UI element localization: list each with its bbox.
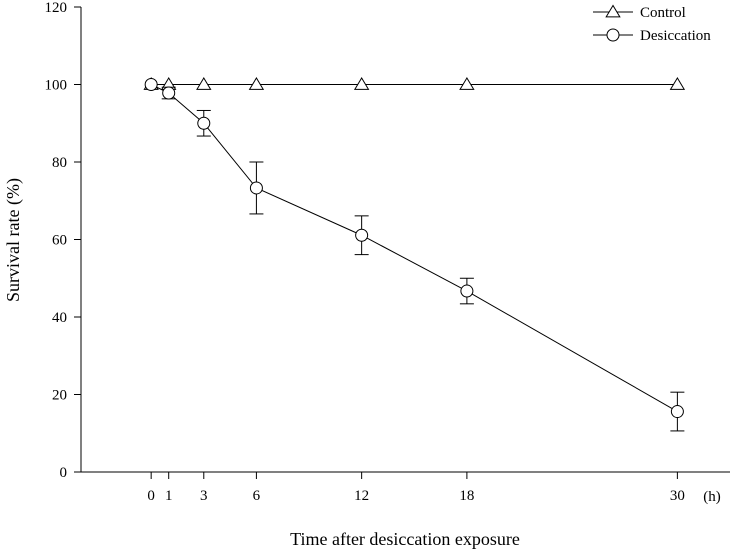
data-point xyxy=(162,86,176,100)
y-tick-label: 0 xyxy=(60,465,68,481)
x-tick-label: 0 xyxy=(147,488,155,504)
y-tick-label: 80 xyxy=(52,155,67,171)
data-point xyxy=(355,228,369,242)
data-point xyxy=(144,78,158,91)
series-line xyxy=(150,84,678,412)
y-tick-label: 120 xyxy=(45,0,68,16)
data-point xyxy=(460,284,474,298)
x-tick-label: 3 xyxy=(200,488,208,504)
y-tick-label: 100 xyxy=(45,78,68,94)
data-point xyxy=(248,77,265,90)
y-tick-label: 60 xyxy=(52,233,67,249)
data-point xyxy=(197,116,211,130)
data-point xyxy=(353,77,370,90)
x-tick-label: 30 xyxy=(670,488,685,504)
legend-marker xyxy=(606,28,620,42)
legend-item: Control xyxy=(593,4,686,21)
legend-label: Desiccation xyxy=(640,28,711,44)
legend-item: Desiccation xyxy=(593,28,711,44)
legend-marker xyxy=(605,4,621,18)
legend: Control Desiccation xyxy=(593,4,711,44)
y-tick-label: 40 xyxy=(52,310,67,326)
data-point xyxy=(669,77,686,90)
data-point xyxy=(459,77,475,90)
legend-label: Control xyxy=(640,5,686,21)
y-tick-label: 20 xyxy=(52,388,67,404)
x-axis-title: Time after desiccation exposure xyxy=(290,529,520,549)
x-tick-label: 18 xyxy=(459,488,474,504)
data-point xyxy=(670,405,684,419)
data-point xyxy=(249,181,263,195)
x-tick-label: 6 xyxy=(253,488,261,504)
data-point xyxy=(196,77,212,90)
series-desiccation xyxy=(144,78,685,432)
series-control xyxy=(143,77,686,90)
series-layer xyxy=(143,77,686,432)
x-tick-label: 1 xyxy=(165,488,173,504)
y-axis-title: Survival rate (%) xyxy=(3,178,24,302)
x-tick-label: 12 xyxy=(354,488,369,504)
x-axis-unit: (h) xyxy=(703,489,721,505)
